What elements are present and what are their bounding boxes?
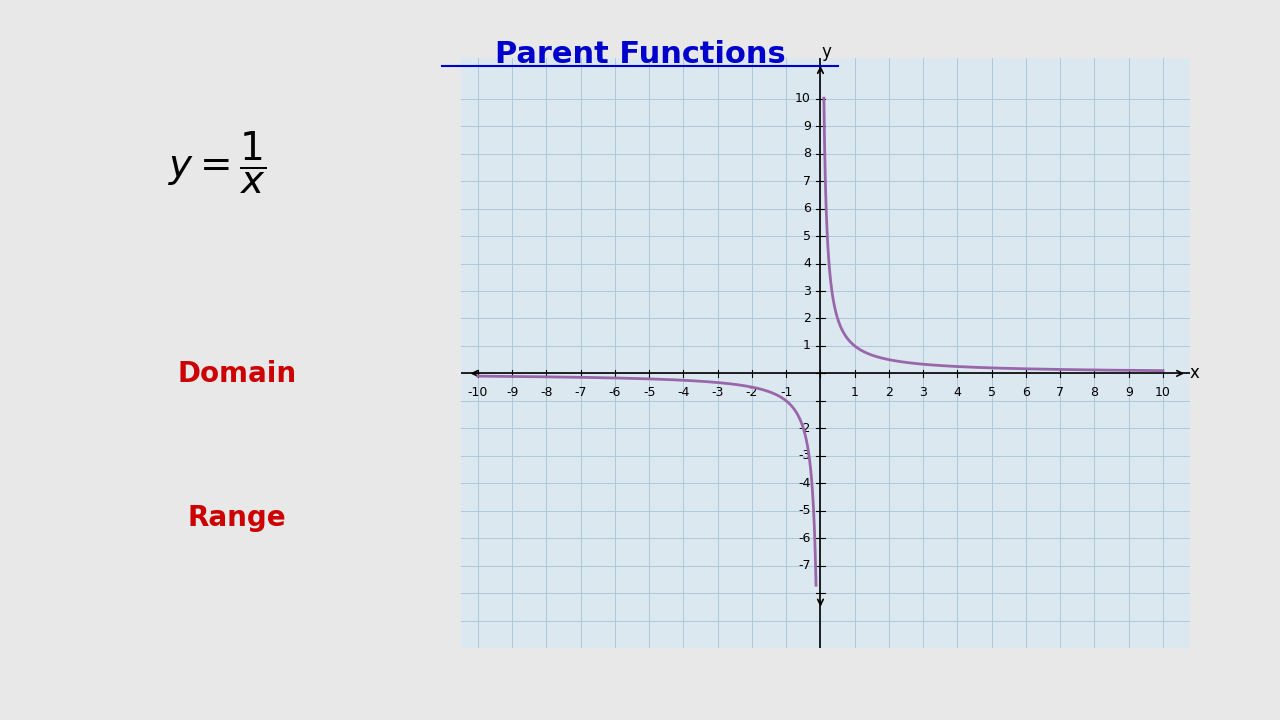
Text: -7: -7	[799, 559, 810, 572]
Text: 9: 9	[803, 120, 810, 132]
Text: $y = \dfrac{1}{x}$: $y = \dfrac{1}{x}$	[169, 130, 266, 196]
Text: -6: -6	[609, 386, 621, 399]
Text: -5: -5	[799, 504, 810, 517]
Text: -7: -7	[575, 386, 588, 399]
Text: 4: 4	[954, 386, 961, 399]
Text: 7: 7	[1056, 386, 1064, 399]
Text: 2: 2	[803, 312, 810, 325]
Text: Parent Functions: Parent Functions	[494, 40, 786, 68]
Text: 5: 5	[803, 230, 810, 243]
Text: -6: -6	[799, 531, 810, 544]
Text: Range: Range	[187, 505, 287, 532]
Text: -4: -4	[677, 386, 690, 399]
Text: -3: -3	[799, 449, 810, 462]
Text: 10: 10	[795, 92, 810, 105]
Text: x: x	[1189, 364, 1199, 382]
Text: -3: -3	[712, 386, 724, 399]
Text: 10: 10	[1155, 386, 1171, 399]
Text: -5: -5	[643, 386, 655, 399]
Text: 9: 9	[1125, 386, 1133, 399]
Text: -8: -8	[540, 386, 553, 399]
Text: 7: 7	[803, 175, 810, 188]
Text: 3: 3	[803, 284, 810, 297]
Text: 3: 3	[919, 386, 927, 399]
Text: 5: 5	[988, 386, 996, 399]
Text: 1: 1	[803, 339, 810, 352]
Text: 8: 8	[803, 147, 810, 161]
Text: 6: 6	[803, 202, 810, 215]
Text: 2: 2	[884, 386, 893, 399]
Text: y: y	[822, 43, 832, 61]
Text: 4: 4	[803, 257, 810, 270]
Text: -2: -2	[799, 422, 810, 435]
Text: -10: -10	[467, 386, 488, 399]
Text: -2: -2	[746, 386, 758, 399]
Text: 6: 6	[1021, 386, 1030, 399]
Text: Domain: Domain	[177, 361, 297, 388]
Text: 8: 8	[1091, 386, 1098, 399]
Text: 1: 1	[851, 386, 859, 399]
Text: -1: -1	[780, 386, 792, 399]
Text: -4: -4	[799, 477, 810, 490]
Text: -9: -9	[506, 386, 518, 399]
